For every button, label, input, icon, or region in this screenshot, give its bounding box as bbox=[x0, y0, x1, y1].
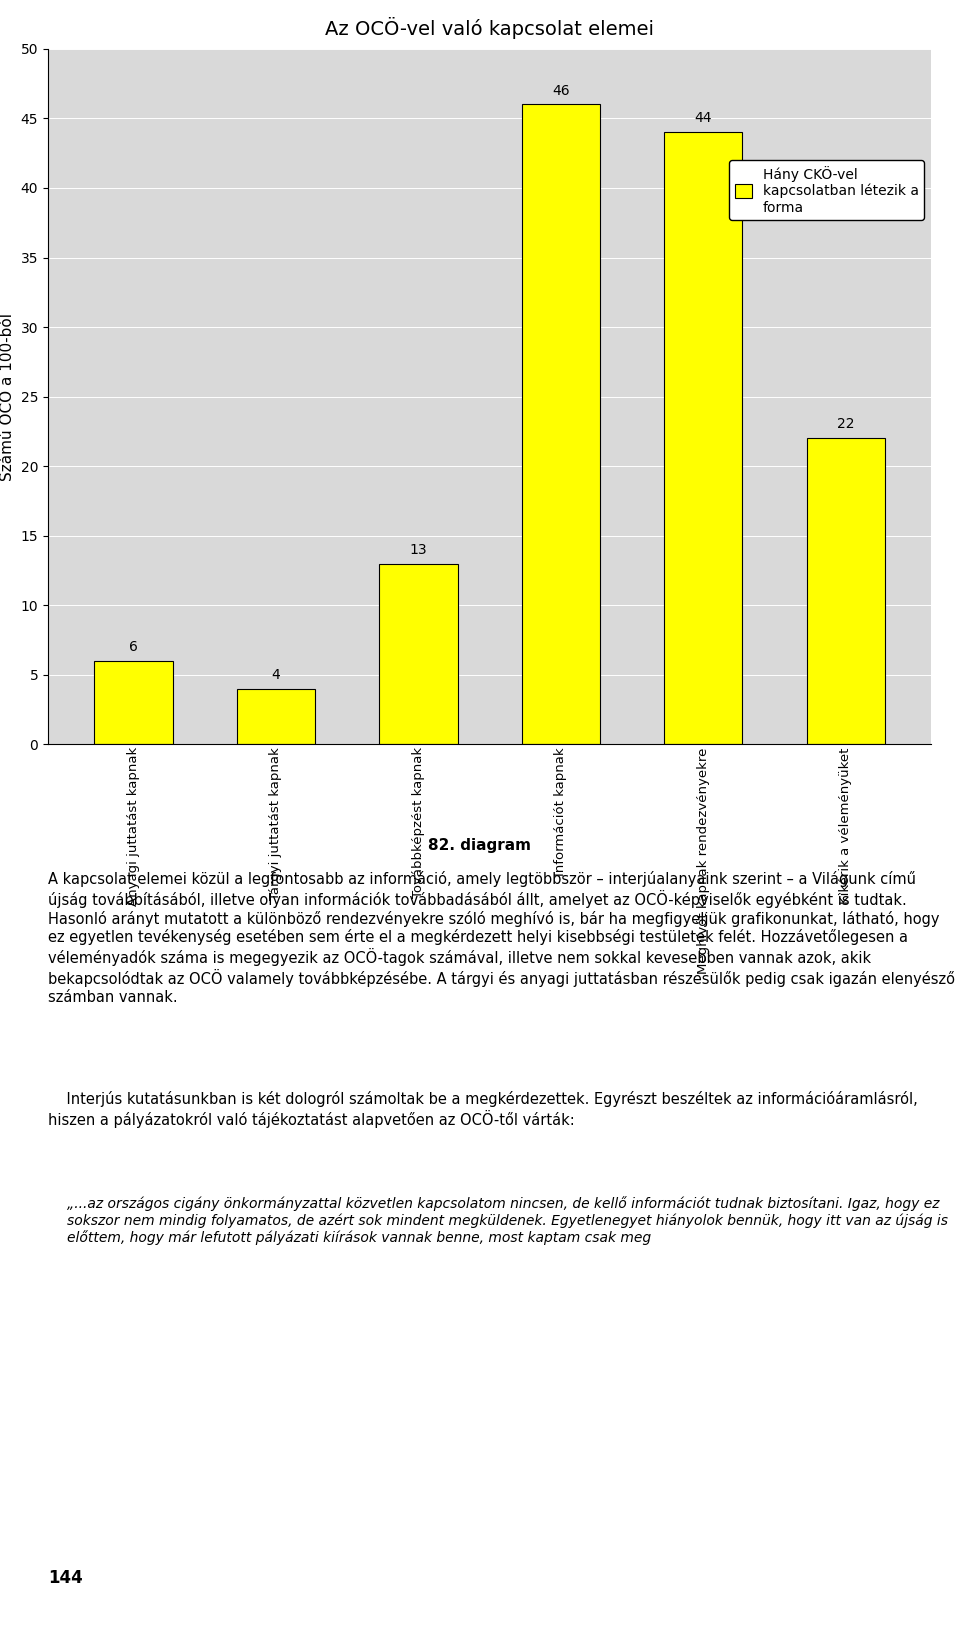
Text: 6: 6 bbox=[129, 640, 138, 654]
Bar bbox=[521, 104, 600, 744]
Bar bbox=[664, 132, 742, 744]
Text: Interjús kutatásunkban is két dologról számoltak be a megkérdezettek. Egyrészt b: Interjús kutatásunkban is két dologról s… bbox=[48, 1091, 918, 1128]
Bar bbox=[379, 563, 458, 744]
Bar bbox=[94, 661, 173, 744]
Bar bbox=[237, 689, 315, 744]
Y-axis label: Számú OCÖ a 100-ból: Számú OCÖ a 100-ból bbox=[0, 313, 15, 480]
Legend: Hány CKÖ-vel
kapcsolatban létezik a
forma: Hány CKÖ-vel kapcsolatban létezik a form… bbox=[730, 160, 924, 220]
Text: 144: 144 bbox=[48, 1569, 83, 1587]
Text: 44: 44 bbox=[694, 111, 712, 125]
Title: Az OCÖ-vel való kapcsolat elemei: Az OCÖ-vel való kapcsolat elemei bbox=[325, 16, 654, 39]
Text: 4: 4 bbox=[272, 667, 280, 682]
Text: 22: 22 bbox=[837, 417, 854, 431]
Text: 13: 13 bbox=[410, 542, 427, 557]
Text: „...az országos cigány önkormányzattal közvetlen kapcsolatom nincsen, de kellő i: „...az országos cigány önkormányzattal k… bbox=[67, 1197, 948, 1245]
Text: A kapcsolat elemei közül a legfontosabb az információ, amely legtöbbször – inter: A kapcsolat elemei közül a legfontosabb … bbox=[48, 871, 955, 1004]
Bar bbox=[806, 438, 885, 744]
Text: 46: 46 bbox=[552, 83, 569, 98]
Text: 82. diagram: 82. diagram bbox=[428, 838, 532, 853]
